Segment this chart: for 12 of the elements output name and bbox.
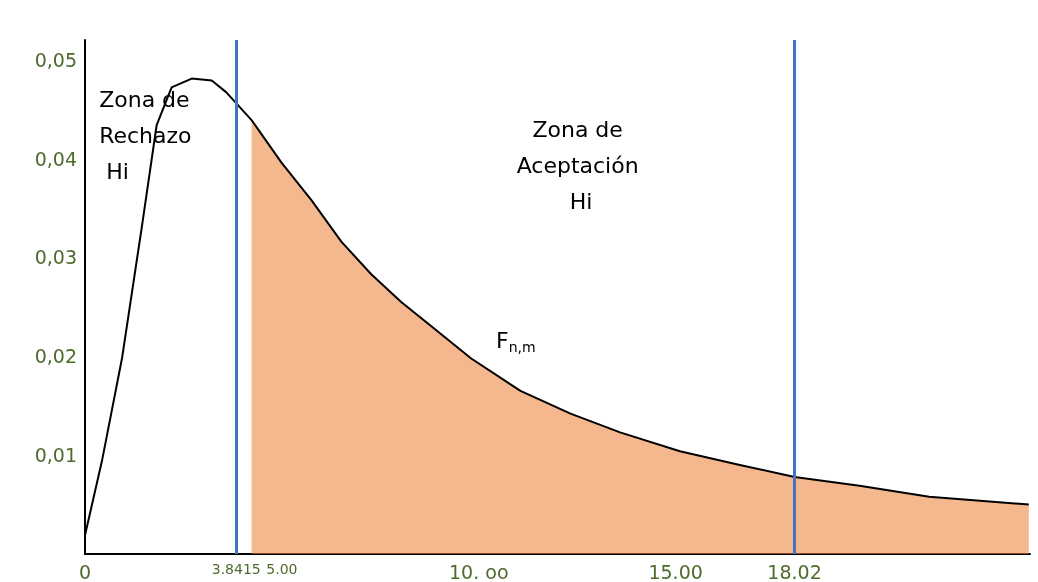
- x-tick-label: 15.00: [648, 560, 703, 582]
- x-tick-label: 0: [78, 560, 92, 582]
- y-tick-label: 0,03: [34, 246, 77, 269]
- x-tick-label: 5.00: [266, 561, 298, 577]
- annotation: Zona de Aceptación Hi: [516, 117, 646, 215]
- x-tick-label: 18.02: [767, 560, 822, 582]
- y-tick-label: 0,05: [34, 48, 77, 71]
- y-tick-label: 0,01: [34, 444, 77, 467]
- x-tick-label: 10. oo: [448, 560, 509, 582]
- y-tick-label: 0,04: [34, 147, 77, 170]
- x-tick-label: 3.8415: [211, 561, 261, 577]
- y-tick-label: 0,02: [34, 345, 77, 368]
